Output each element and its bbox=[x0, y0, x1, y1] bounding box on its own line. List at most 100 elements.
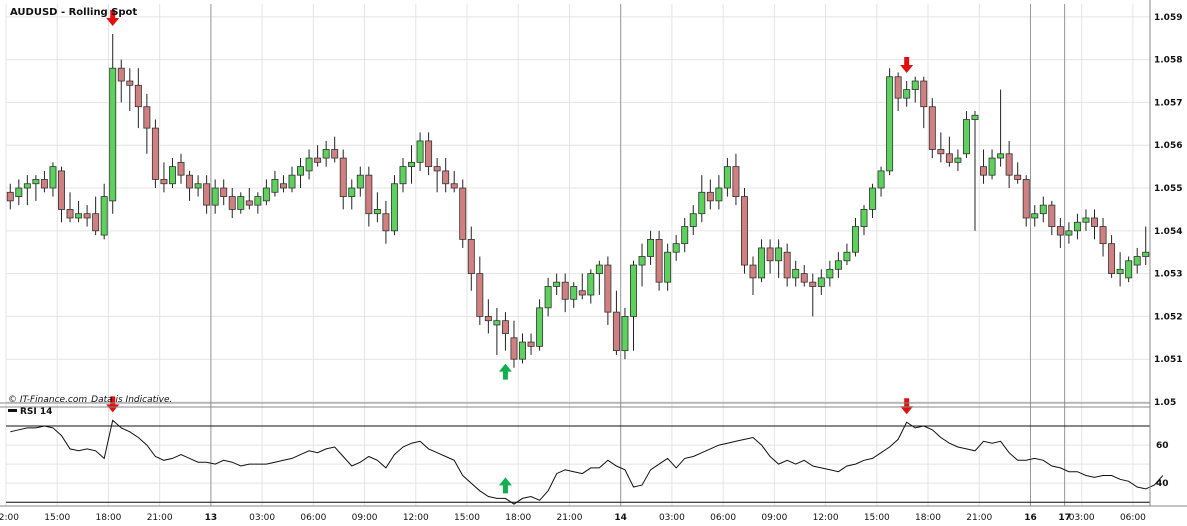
candle-body bbox=[937, 149, 945, 155]
arrow-shape bbox=[900, 398, 914, 415]
time-tick-label: 13 bbox=[205, 513, 218, 523]
candle-body bbox=[1082, 217, 1090, 223]
candle-body bbox=[655, 238, 663, 283]
candle bbox=[1133, 247, 1141, 274]
candle-body bbox=[817, 277, 825, 287]
candle bbox=[723, 158, 731, 197]
candle bbox=[1056, 217, 1064, 248]
candle bbox=[1108, 235, 1116, 278]
candle bbox=[143, 93, 151, 154]
candle-body bbox=[1108, 243, 1116, 275]
disclaimer-text: Data is Indicative. bbox=[91, 395, 172, 405]
candle bbox=[519, 333, 526, 364]
sell-arrow-icon bbox=[900, 57, 914, 74]
candle bbox=[203, 175, 211, 214]
candle-body bbox=[279, 183, 287, 189]
candle bbox=[126, 68, 134, 111]
candle-body bbox=[314, 157, 322, 163]
candle-body bbox=[1142, 251, 1150, 257]
time-tick-label: 15:00 bbox=[864, 513, 890, 523]
candle-body bbox=[382, 213, 390, 232]
candle bbox=[169, 158, 176, 189]
candle bbox=[271, 170, 279, 197]
candle-body bbox=[271, 179, 279, 193]
candle bbox=[476, 256, 484, 325]
candle bbox=[279, 175, 287, 193]
candle-body bbox=[1099, 226, 1107, 245]
arrow-shape bbox=[498, 363, 512, 380]
candle bbox=[211, 179, 219, 214]
candle-body bbox=[1039, 204, 1047, 215]
candle-body bbox=[92, 213, 100, 232]
candle bbox=[390, 175, 398, 236]
candle-body bbox=[433, 166, 441, 172]
candle-body bbox=[928, 106, 936, 150]
copyright-text: © IT-Finance.com Data is Indicative. bbox=[8, 395, 172, 405]
arrow-shape bbox=[900, 57, 914, 74]
candle-body bbox=[288, 174, 296, 189]
candle bbox=[331, 136, 339, 163]
candle bbox=[570, 282, 578, 308]
candle bbox=[399, 158, 407, 193]
candle-body bbox=[49, 166, 57, 189]
copyright-owner: © IT-Finance.com bbox=[8, 395, 87, 405]
candle-body bbox=[169, 166, 176, 185]
candle-body bbox=[32, 179, 40, 185]
candle-body bbox=[1125, 260, 1133, 279]
candle bbox=[450, 170, 458, 193]
candle bbox=[988, 149, 996, 180]
time-tick-label: 06:00 bbox=[710, 513, 736, 523]
candle-body bbox=[903, 89, 911, 99]
candle bbox=[800, 265, 808, 287]
candle bbox=[1073, 213, 1081, 240]
candle-body bbox=[1005, 153, 1013, 176]
candle bbox=[980, 149, 987, 184]
candle-body bbox=[262, 187, 270, 202]
candle-body bbox=[1014, 174, 1022, 180]
candle-body bbox=[894, 76, 902, 99]
candle bbox=[689, 205, 697, 236]
candle bbox=[851, 217, 859, 257]
candle bbox=[937, 132, 945, 163]
candle bbox=[928, 98, 936, 159]
candle bbox=[877, 166, 885, 197]
candle bbox=[92, 196, 100, 236]
candle-body bbox=[117, 67, 125, 82]
candle bbox=[194, 175, 202, 197]
candle-body bbox=[467, 238, 475, 275]
candle-body bbox=[672, 243, 680, 253]
candle bbox=[339, 149, 347, 210]
time-tick-label: 18:00 bbox=[505, 513, 531, 523]
candle-body bbox=[783, 251, 791, 279]
candle bbox=[945, 136, 953, 167]
candle bbox=[621, 307, 629, 360]
candle bbox=[715, 175, 723, 210]
rsi-legend-swatch bbox=[8, 409, 17, 412]
candle-body bbox=[962, 119, 970, 155]
candle bbox=[1031, 205, 1039, 227]
candle-body bbox=[689, 213, 697, 227]
candle-body bbox=[245, 200, 253, 206]
candle bbox=[75, 200, 83, 223]
candle-body bbox=[126, 80, 134, 86]
candle bbox=[100, 183, 108, 240]
candle-body bbox=[297, 166, 305, 176]
candle bbox=[501, 312, 509, 351]
candle bbox=[672, 235, 680, 261]
candle-body bbox=[877, 170, 885, 189]
candle bbox=[561, 273, 569, 313]
candle-body bbox=[305, 157, 313, 172]
candle-body bbox=[732, 166, 740, 197]
time-tick-label: 15:00 bbox=[454, 513, 480, 523]
candle-body bbox=[66, 209, 74, 219]
candle bbox=[288, 166, 296, 193]
candle bbox=[1005, 140, 1013, 189]
candle-body bbox=[100, 196, 108, 236]
candle-body bbox=[75, 213, 83, 219]
rsi-buy-arrow-icon bbox=[498, 477, 512, 494]
candle bbox=[66, 192, 74, 223]
candle bbox=[834, 252, 842, 278]
candle bbox=[186, 170, 194, 201]
candle bbox=[117, 59, 125, 103]
price-tick-label: 1.051 bbox=[1154, 355, 1182, 365]
